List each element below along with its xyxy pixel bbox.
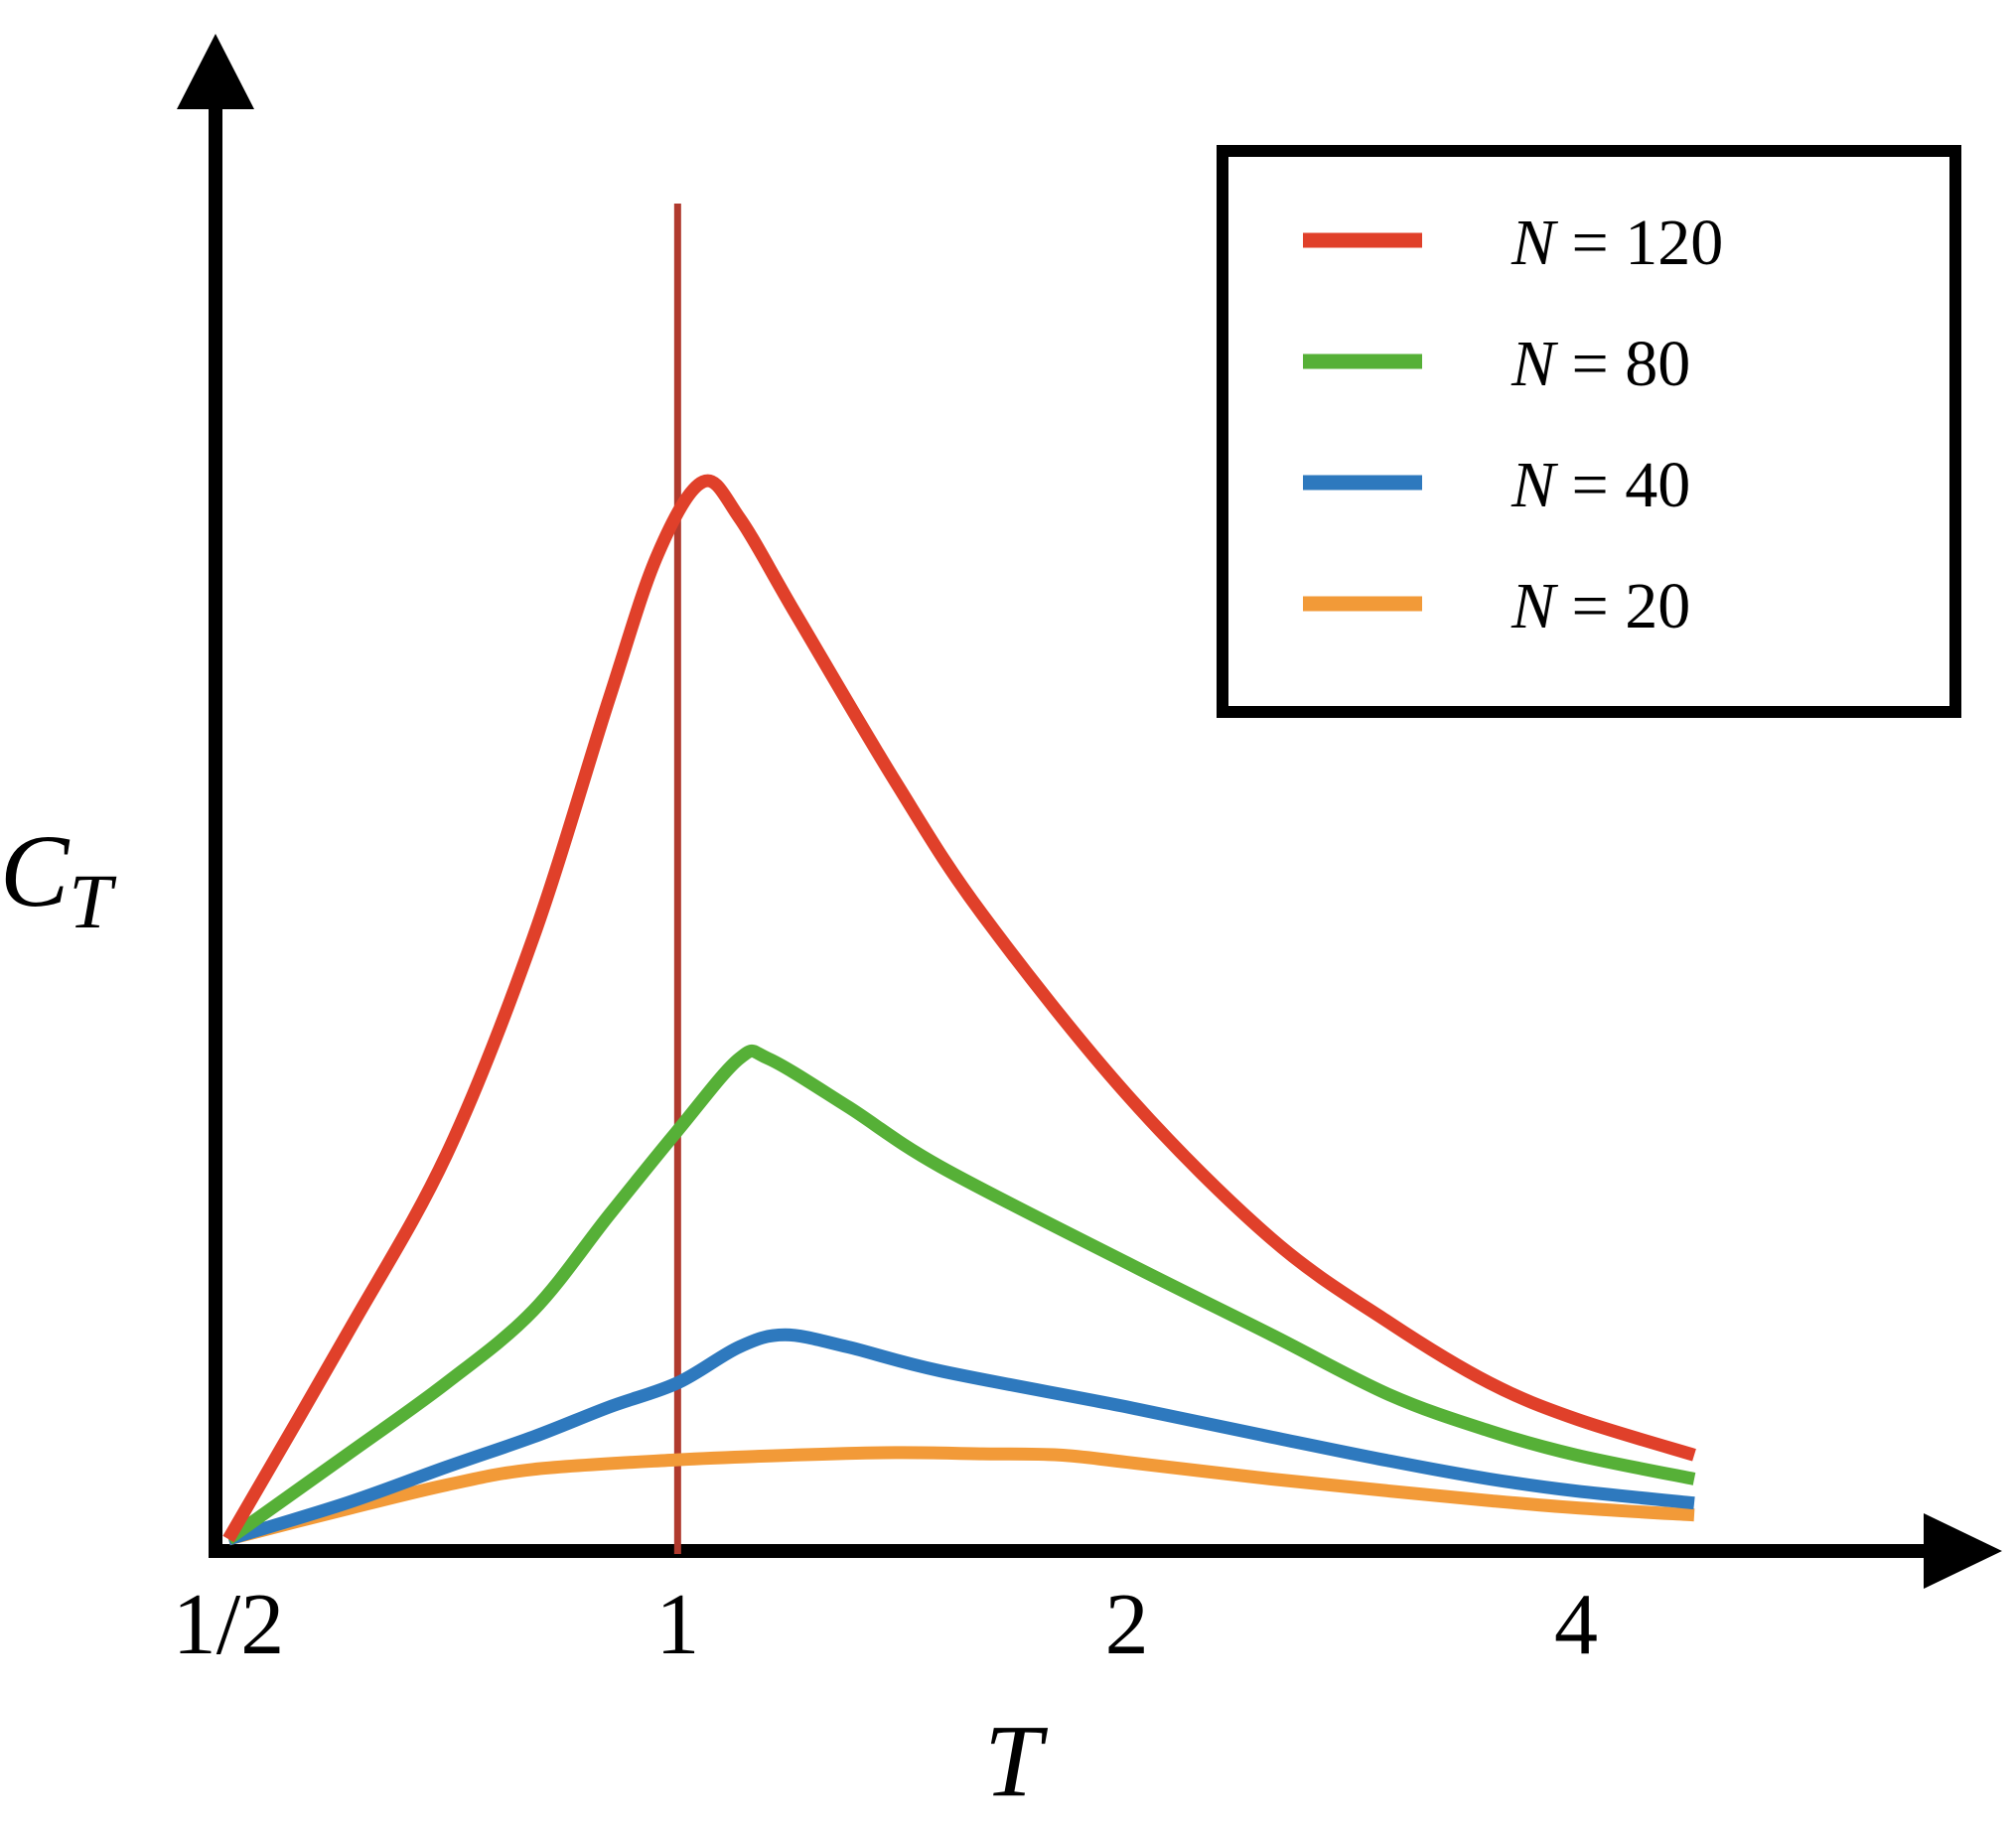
x-axis-label: T [984, 1704, 1048, 1818]
legend-label-2: N = 40 [1511, 449, 1690, 521]
y-axis-arrowhead [177, 34, 254, 109]
x-tick-label-0: 1/2 [173, 1577, 284, 1673]
x-tick-label-1: 1 [655, 1577, 699, 1673]
x-axis-arrowhead [1924, 1513, 2002, 1589]
x-tick-labels: 1/2 1 2 4 [173, 1577, 1598, 1673]
series-line-2 [226, 1328, 1695, 1546]
series-line-3 [226, 1446, 1695, 1546]
legend-box [1217, 145, 1961, 718]
legend: N = 120 N = 80 N = 40 N = 20 [1217, 145, 1961, 718]
x-tick-label-2: 2 [1105, 1577, 1149, 1673]
y-axis-label-main: C [0, 814, 71, 928]
legend-items: N = 120 N = 80 N = 40 N = 20 [1303, 207, 1723, 642]
series-line-0 [222, 474, 1696, 1543]
legend-label-1: N = 80 [1511, 328, 1690, 400]
y-axis-label-subscript: T [69, 858, 116, 944]
legend-label-0: N = 120 [1511, 207, 1723, 279]
series-line-1 [224, 1044, 1696, 1545]
y-axis-label: CT [0, 814, 116, 944]
x-tick-label-3: 4 [1554, 1577, 1598, 1673]
legend-label-3: N = 20 [1511, 570, 1690, 642]
series-layer [222, 474, 1696, 1546]
